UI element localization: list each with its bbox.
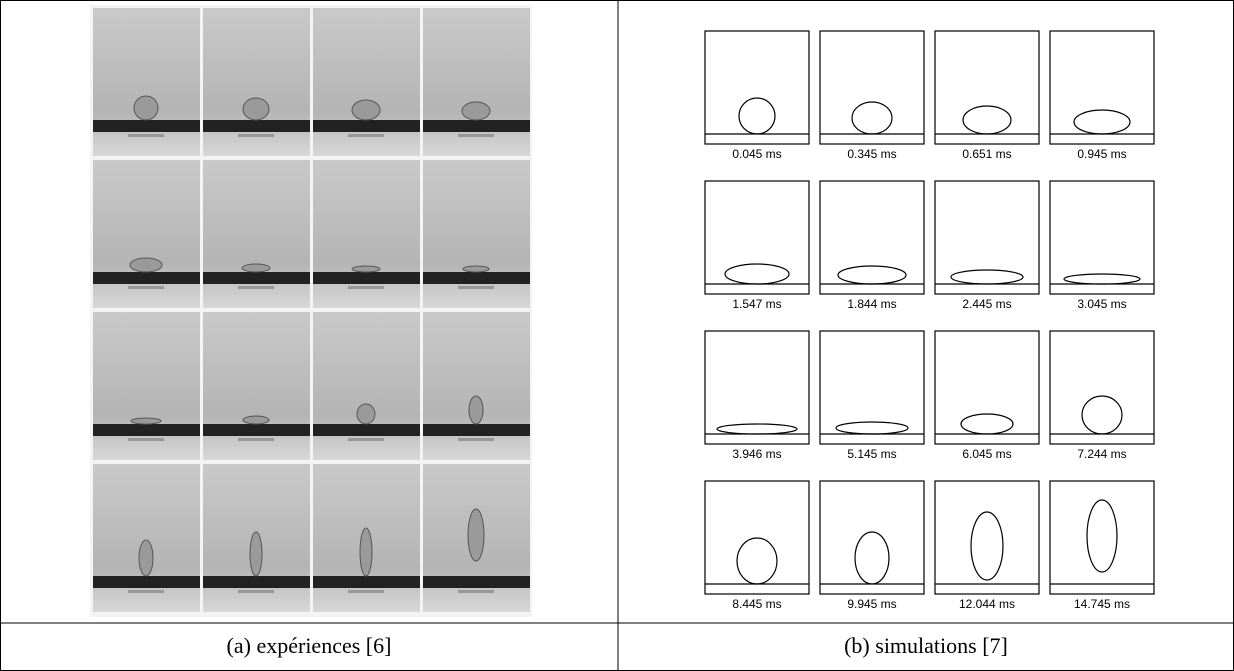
time-label: 3.045 ms [1077, 297, 1126, 311]
photo-caption-strip [348, 134, 384, 137]
photo-caption-strip [458, 590, 494, 593]
photo-caption-strip [238, 438, 274, 441]
photo-droplet [360, 528, 372, 576]
sim-frame [820, 181, 924, 294]
time-label: 0.945 ms [1077, 147, 1126, 161]
sim-frame [1050, 331, 1154, 444]
photo-caption-strip [128, 438, 164, 441]
photo-floor [313, 272, 420, 284]
sim-frame [935, 331, 1039, 444]
photo-caption-strip [458, 438, 494, 441]
photo-floor [93, 272, 200, 284]
time-label: 3.946 ms [732, 447, 781, 461]
photo-floor [203, 272, 310, 284]
photo-frame [93, 8, 200, 156]
photo-droplet [462, 102, 490, 120]
photo-frame [93, 312, 200, 460]
photo-droplet [243, 98, 269, 120]
sim-frame [1050, 31, 1154, 144]
photo-frame [313, 160, 420, 308]
time-label: 1.844 ms [847, 297, 896, 311]
photo-caption-strip [458, 134, 494, 137]
photo-caption-strip [128, 286, 164, 289]
time-label: 7.244 ms [1077, 447, 1126, 461]
photo-frame [203, 160, 310, 308]
sim-frame [935, 481, 1039, 594]
photo-droplet [130, 258, 162, 272]
photo-floor [423, 120, 530, 132]
photo-floor [423, 272, 530, 284]
photo-frame [313, 8, 420, 156]
time-label: 6.045 ms [962, 447, 1011, 461]
sim-frame [705, 181, 809, 294]
photo-floor [423, 424, 530, 436]
photo-floor [93, 576, 200, 588]
time-label: 14.745 ms [1074, 597, 1130, 611]
time-label: 2.445 ms [962, 297, 1011, 311]
photo-caption-strip [238, 134, 274, 137]
figure: 0.045 ms 0.345 ms 0.651 ms 0.945 ms 1.547 ms… [0, 0, 1234, 671]
sim-frame [820, 31, 924, 144]
sim-frame [820, 331, 924, 444]
photo-floor [203, 576, 310, 588]
sim-frame [705, 31, 809, 144]
photo-droplet [469, 396, 483, 424]
photo-caption-strip [128, 590, 164, 593]
photo-floor [93, 120, 200, 132]
photo-droplet [250, 532, 262, 576]
photo-droplet [463, 266, 489, 272]
photo-caption-strip [348, 590, 384, 593]
photo-frame [313, 312, 420, 460]
left-caption: (a) expériences [6] [227, 633, 392, 658]
photo-droplet [352, 100, 380, 120]
time-label: 12.044 ms [959, 597, 1015, 611]
photo-caption-strip [348, 438, 384, 441]
sim-frame [935, 31, 1039, 144]
photo-frame [423, 312, 530, 460]
time-label: 9.945 ms [847, 597, 896, 611]
time-label: 0.045 ms [732, 147, 781, 161]
time-label: 1.547 ms [732, 297, 781, 311]
photo-frame [423, 160, 530, 308]
photo-droplet [243, 416, 269, 424]
photo-caption-strip [348, 286, 384, 289]
photo-frame [423, 8, 530, 156]
photo-floor [203, 424, 310, 436]
photo-droplet [131, 418, 161, 424]
simulation-frames: 0.045 ms 0.345 ms 0.651 ms 0.945 ms 1.547 ms… [705, 31, 1154, 611]
photo-floor [313, 576, 420, 588]
photo-droplet [357, 404, 375, 424]
time-label: 0.345 ms [847, 147, 896, 161]
time-label: 8.445 ms [732, 597, 781, 611]
photo-floor [203, 120, 310, 132]
photo-caption-strip [238, 590, 274, 593]
photo-frame [93, 464, 200, 612]
photo-caption-strip [458, 286, 494, 289]
photo-frame [203, 312, 310, 460]
photo-droplet [139, 540, 153, 576]
photo-floor [313, 424, 420, 436]
photo-floor [313, 120, 420, 132]
right-caption: (b) simulations [7] [844, 633, 1008, 658]
photo-frame [93, 160, 200, 308]
photo-floor [93, 424, 200, 436]
time-label: 5.145 ms [847, 447, 896, 461]
photo-droplet [134, 96, 158, 120]
sim-frame [820, 481, 924, 594]
photo-caption-strip [128, 134, 164, 137]
photo-droplet [468, 509, 484, 561]
photo-caption-strip [238, 286, 274, 289]
photo-floor [423, 576, 530, 588]
sim-frame [1050, 481, 1154, 594]
photo-droplet [352, 266, 380, 272]
time-label: 0.651 ms [962, 147, 1011, 161]
photo-frame [203, 8, 310, 156]
photo-droplet [242, 264, 270, 272]
